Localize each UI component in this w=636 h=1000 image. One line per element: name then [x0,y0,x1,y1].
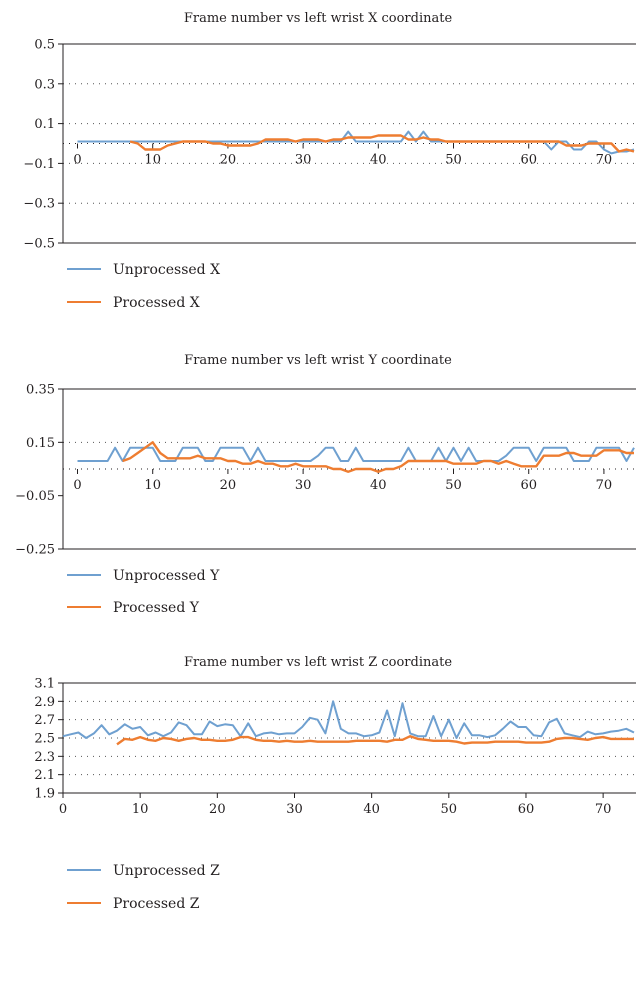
x-tick-label: 20 [220,478,237,493]
series-line-processed-z [116,735,634,746]
x-tick-label: 0 [73,478,81,493]
y-tick-label: −0.05 [15,489,55,504]
x-tick-label: 40 [370,478,387,493]
legend-label: Processed Y [113,600,200,616]
y-tick-label: 0.1 [34,117,55,132]
legend-label: Unprocessed Y [113,568,220,584]
x-tick-label: 10 [144,153,161,168]
x-tick-label: 40 [370,153,387,168]
x-tick-label: 40 [363,802,380,817]
chart-title: Frame number vs left wrist X coordinate [184,11,453,26]
series-line-unprocessed-z [62,700,635,739]
chart-title: Frame number vs left wrist Z coordinate [184,655,452,670]
legend-label: Unprocessed Z [113,863,220,879]
y-tick-label: 0.15 [26,436,55,451]
x-tick-label: 70 [596,153,613,168]
chart-panel-3: Frame number vs left wrist Z coordinate 1… [34,655,636,912]
x-tick-label: 30 [286,802,303,817]
y-tick-label: 2.3 [34,750,55,765]
x-tick-label: 60 [520,153,537,168]
x-tick-label: 20 [220,153,237,168]
y-tick-label: 2.5 [34,732,55,747]
x-tick-label: 50 [445,153,462,168]
x-tick-label: 0 [59,802,67,817]
series-line-processed-x [129,134,635,153]
y-tick-label: −0.25 [15,543,55,558]
y-tick-label: −0.5 [23,237,55,252]
chart-panel-2: Frame number vs left wrist Y coordinate −… [15,353,636,616]
y-tick-label: 0.3 [34,77,55,92]
x-tick-label: 70 [595,802,612,817]
y-tick-label: 0.35 [26,383,55,398]
x-tick-label: 50 [441,802,458,817]
legend-label: Unprocessed X [113,262,220,278]
x-tick-label: 0 [73,153,81,168]
y-tick-label: 2.7 [34,713,55,728]
x-tick-label: 10 [144,478,161,493]
x-tick-label: 20 [209,802,226,817]
y-tick-label: 2.1 [34,768,55,783]
legend-label: Processed Z [113,896,200,912]
chart-panel-1: Frame number vs left wrist X coordinate −… [23,11,636,311]
y-tick-label: 2.9 [34,695,55,710]
y-tick-label: 0.5 [34,38,55,53]
x-tick-label: 10 [132,802,149,817]
chart-title: Frame number vs left wrist Y coordinate [184,353,452,368]
x-tick-label: 70 [596,478,613,493]
x-tick-label: 30 [295,153,312,168]
series-line-unprocessed-y [77,446,635,462]
x-tick-label: 50 [445,478,462,493]
series-line-processed-y [122,441,634,473]
y-tick-label: 3.1 [34,677,55,692]
y-tick-label: −0.1 [23,157,55,172]
x-tick-label: 30 [295,478,312,493]
x-tick-label: 60 [518,802,535,817]
y-tick-label: 1.9 [34,787,55,802]
x-tick-label: 60 [520,478,537,493]
legend-label: Processed X [113,295,200,311]
y-tick-label: −0.3 [23,197,55,212]
